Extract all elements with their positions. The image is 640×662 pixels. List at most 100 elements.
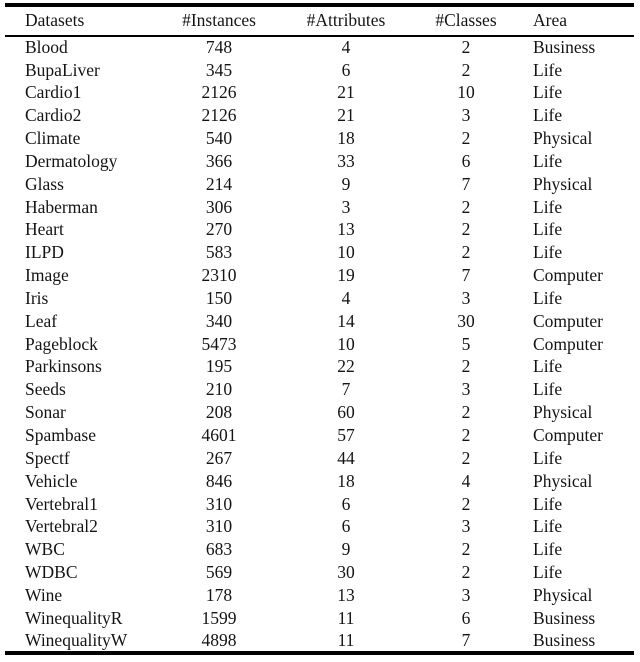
table-cell: 3	[461, 105, 471, 126]
table-row: WBC 683 9 2 Life	[5, 539, 634, 562]
table-cell: 18	[337, 128, 355, 149]
table-cell: 2	[461, 196, 471, 217]
table-row: Cardio2 2126 21 3 Life	[5, 105, 634, 128]
table-cell: Business	[533, 37, 596, 58]
table-cell: Life	[533, 242, 563, 263]
table-cell: Image	[25, 265, 69, 286]
table-cell: 683	[205, 539, 233, 560]
table-cell: 3	[461, 287, 471, 308]
table-cell: Life	[533, 493, 563, 514]
table-row: WDBC 569 30 2 Life	[5, 561, 634, 584]
table-cell: Computer	[533, 310, 603, 331]
table-cell: Computer	[533, 333, 603, 354]
table-cell: Seeds	[25, 379, 66, 400]
table-cell: 208	[205, 402, 233, 423]
column-header-datasets: Datasets	[25, 10, 85, 31]
table-cell: 306	[205, 196, 233, 217]
table-cell: Heart	[25, 219, 64, 240]
table-cell: 340	[205, 310, 233, 331]
table-body: Blood 748 4 2 Business BupaLiver 345 6 2 Life Card…	[5, 36, 634, 653]
table-row: Leaf 340 14 30 Computer	[5, 310, 634, 333]
table-cell: Pageblock	[25, 333, 98, 354]
table-cell: 5	[461, 333, 471, 354]
table-cell: WinequalityR	[25, 607, 123, 628]
table-cell: Life	[533, 150, 563, 171]
table-cell: 60	[337, 402, 355, 423]
table-cell: Cardio1	[25, 82, 82, 103]
table-cell: WDBC	[25, 562, 78, 583]
table-row: Vehicle 846 18 4 Physical	[5, 470, 634, 493]
table-cell: 178	[205, 584, 233, 605]
table-cell: 3	[461, 584, 471, 605]
table-cell: 2126	[201, 105, 237, 126]
table-cell: Physical	[533, 402, 593, 423]
table-cell: 270	[205, 219, 233, 240]
table-row: Dermatology 366 33 6 Life	[5, 150, 634, 173]
table-cell: 2	[461, 402, 471, 423]
table-cell: Life	[533, 356, 563, 377]
table-cell: Spectf	[25, 447, 70, 468]
table-row: Wine 178 13 3 Physical	[5, 584, 634, 607]
table-row: Vertebral1 310 6 2 Life	[5, 493, 634, 516]
table-cell: Life	[533, 287, 563, 308]
table-cell: 30	[337, 562, 355, 583]
table-cell: 569	[205, 562, 233, 583]
table-row: Spectf 267 44 2 Life	[5, 447, 634, 470]
table-cell: 2	[461, 425, 471, 446]
table-row: Pageblock 5473 10 5 Computer	[5, 333, 634, 356]
table-cell: 10	[337, 242, 355, 263]
table-row: Iris 150 4 3 Life	[5, 287, 634, 310]
table-cell: 2	[461, 562, 471, 583]
table-cell: 4	[341, 287, 351, 308]
table-cell: 3	[461, 516, 471, 537]
table-cell: Glass	[25, 173, 64, 194]
table-cell: 13	[337, 219, 355, 240]
column-header-classes: #Classes	[435, 10, 497, 31]
table-cell: 7	[461, 173, 471, 194]
table-cell: 267	[205, 447, 233, 468]
column-header-instances: #Instances	[182, 10, 256, 31]
table-cell: 3	[341, 196, 351, 217]
table-cell: Physical	[533, 470, 593, 491]
table-cell: Business	[533, 629, 596, 650]
table-cell: 366	[205, 150, 233, 171]
table-cell: 4	[341, 37, 351, 58]
table-cell: 9	[341, 173, 351, 194]
table-row: Parkinsons 195 22 2 Life	[5, 356, 634, 379]
table-row: ILPD 583 10 2 Life	[5, 242, 634, 265]
datasets-table: Datasets #Instances #Attributes #Classes…	[5, 3, 634, 655]
table-cell: Dermatology	[25, 150, 118, 171]
table-cell: Vertebral1	[25, 493, 98, 514]
table-cell: Climate	[25, 128, 81, 149]
table-cell: 4	[461, 470, 471, 491]
table-cell: 310	[205, 516, 233, 537]
table-cell: Wine	[25, 584, 63, 605]
table-cell: BupaLiver	[25, 59, 100, 80]
table-cell: 7	[341, 379, 351, 400]
table-row: WinequalityR 1599 11 6 Business	[5, 607, 634, 630]
table-cell: 2	[461, 356, 471, 377]
table-cell: Life	[533, 82, 563, 103]
table-cell: 2126	[201, 82, 237, 103]
table-cell: Life	[533, 516, 563, 537]
table-cell: Leaf	[25, 310, 58, 331]
table-cell: 310	[205, 493, 233, 514]
table-cell: 33	[337, 150, 355, 171]
table-cell: 2	[461, 128, 471, 149]
table-cell: 2310	[201, 265, 237, 286]
table-cell: 345	[205, 59, 233, 80]
table-cell: Life	[533, 447, 563, 468]
table-cell: 2	[461, 493, 471, 514]
column-header-area: Area	[533, 10, 568, 31]
table-cell: 210	[205, 379, 233, 400]
table-cell: Sonar	[25, 402, 66, 423]
table-row: Cardio1 2126 21 10 Life	[5, 82, 634, 105]
table-cell: 7	[461, 629, 471, 650]
table-cell: 195	[205, 356, 233, 377]
table-cell: 1599	[201, 607, 237, 628]
table-cell: Life	[533, 562, 563, 583]
table-cell: Parkinsons	[25, 356, 102, 377]
table-cell: 2	[461, 59, 471, 80]
table-cell: 748	[205, 37, 233, 58]
